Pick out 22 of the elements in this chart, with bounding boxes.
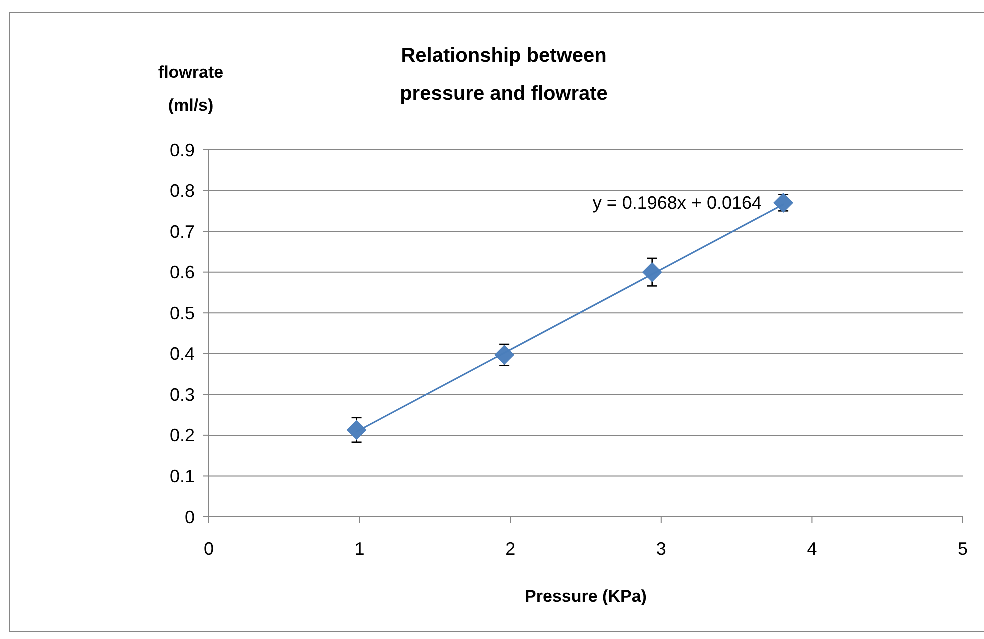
- x-tick-label: 2: [506, 539, 516, 559]
- x-tick-label: 4: [807, 539, 818, 559]
- y-tick-label: 0.9: [170, 140, 195, 160]
- y-tick-label: 0.1: [170, 466, 195, 487]
- x-tick-label: 0: [204, 539, 214, 559]
- point: [346, 420, 367, 440]
- y-tick-label: 0.2: [170, 426, 195, 446]
- x-tick-label: 1: [354, 539, 365, 559]
- x-axis-title: Pressure (KPa): [525, 587, 647, 606]
- y-tick-label: 0.3: [170, 384, 195, 405]
- y-axis-title: flowrate (ml/s): [158, 63, 224, 115]
- annotation: y = 0.1968x + 0.0164: [592, 193, 762, 213]
- y-tick-label: 0.6: [170, 262, 195, 283]
- y-tick-label: 0.7: [170, 222, 195, 242]
- y-tick-label: 0.4: [170, 344, 195, 364]
- x-tick-label: 3: [656, 539, 666, 559]
- y-tick-label: 0.5: [170, 303, 195, 324]
- x-tick-label: 5: [958, 539, 968, 559]
- chart-title: Relationship between pressure and flowrate: [400, 45, 608, 105]
- point: [774, 193, 794, 214]
- y-tick-label: 0: [184, 507, 195, 528]
- y-tick-label: 0.8: [170, 181, 195, 202]
